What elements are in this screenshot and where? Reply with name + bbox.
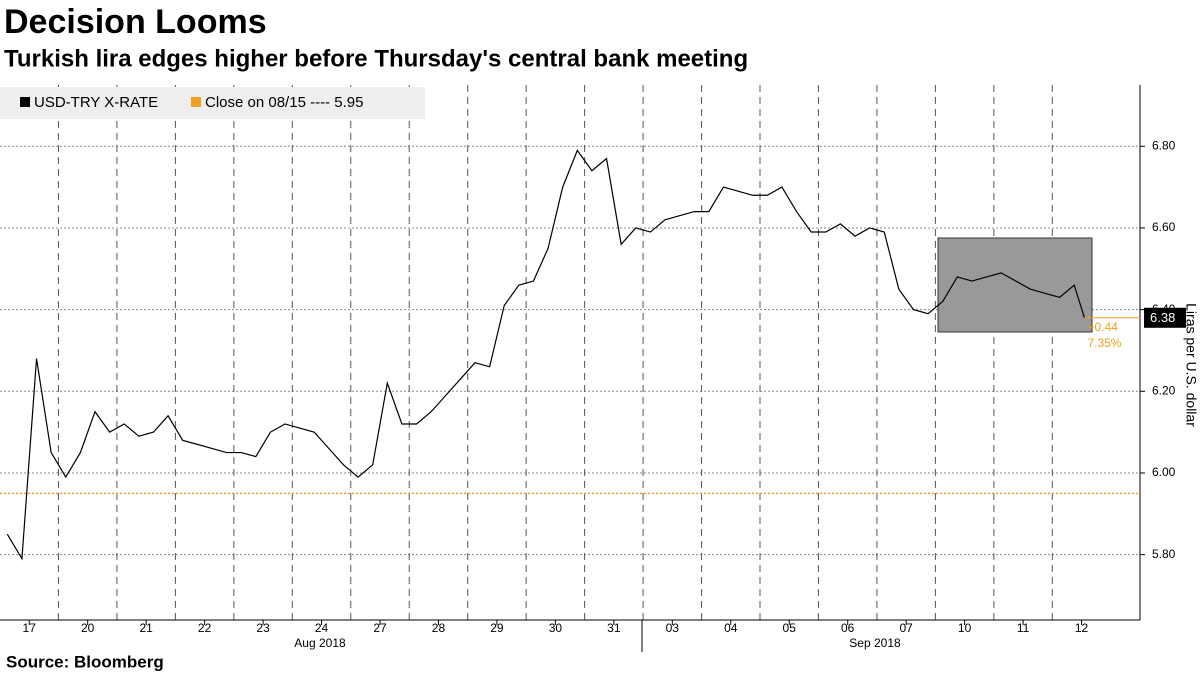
x-tick-label: 28 xyxy=(432,621,446,635)
month-label: Aug 2018 xyxy=(294,636,346,650)
chart-subtitle: Turkish lira edges higher before Thursda… xyxy=(4,45,748,72)
x-tick-label: 07 xyxy=(899,621,913,635)
chart-title: Decision Looms xyxy=(4,3,267,41)
legend-box xyxy=(0,87,425,119)
x-tick-label: 29 xyxy=(490,621,504,635)
x-tick-label: 30 xyxy=(549,621,563,635)
y-tick-label: 6.00 xyxy=(1152,465,1176,479)
annotation: +0.44 xyxy=(1087,320,1118,334)
y-axis-label: Liras per U.S. dollar xyxy=(1183,303,1199,427)
legend-label: USD-TRY X-RATE xyxy=(34,94,158,111)
last-value-label: 6.38 xyxy=(1150,310,1175,325)
x-tick-label: 23 xyxy=(256,621,270,635)
legend-label: Close on 08/15 ---- 5.95 xyxy=(205,94,363,111)
y-tick-label: 6.20 xyxy=(1152,383,1176,397)
x-tick-label: 21 xyxy=(139,621,153,635)
x-tick-label: 05 xyxy=(783,621,797,635)
highlight-box xyxy=(937,237,1093,333)
x-tick-label: 06 xyxy=(841,621,855,635)
y-tick-label: 6.60 xyxy=(1152,220,1176,234)
y-tick-label: 6.80 xyxy=(1152,138,1176,152)
y-tick-label: 5.80 xyxy=(1152,547,1176,561)
x-tick-label: 27 xyxy=(373,621,387,635)
x-tick-label: 04 xyxy=(724,621,738,635)
legend-swatch xyxy=(191,97,201,107)
x-tick-label: 24 xyxy=(315,621,329,635)
month-label: Sep 2018 xyxy=(849,636,901,650)
last-value-box xyxy=(1144,307,1186,328)
x-tick-label: 22 xyxy=(198,621,212,635)
annotation: 7.35% xyxy=(1087,336,1121,350)
x-tick-label: 17 xyxy=(23,621,37,635)
x-tick-label: 20 xyxy=(81,621,95,635)
x-tick-label: 03 xyxy=(666,621,680,635)
x-tick-label: 10 xyxy=(958,621,972,635)
x-tick-label: 12 xyxy=(1075,621,1089,635)
source: Source: Bloomberg xyxy=(6,652,164,671)
x-tick-label: 31 xyxy=(607,621,621,635)
x-tick-label: 11 xyxy=(1017,621,1030,635)
price-line xyxy=(6,149,1086,561)
legend-swatch xyxy=(20,97,30,107)
